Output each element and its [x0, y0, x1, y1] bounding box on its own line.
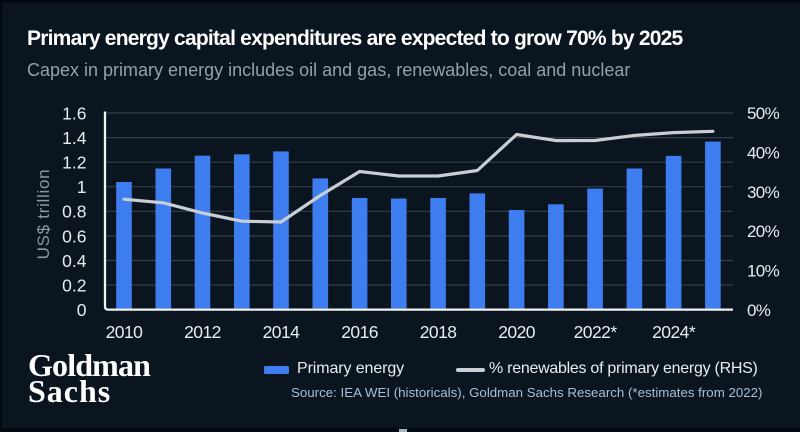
svg-text:0.8: 0.8: [62, 202, 86, 222]
svg-text:1: 1: [77, 177, 87, 197]
svg-text:2016: 2016: [341, 322, 378, 342]
svg-text:10%: 10%: [747, 262, 780, 281]
svg-text:0: 0: [77, 300, 87, 320]
svg-text:0%: 0%: [747, 301, 771, 320]
svg-text:2018: 2018: [420, 322, 457, 342]
svg-text:30%: 30%: [747, 183, 780, 202]
svg-text:2020: 2020: [498, 322, 536, 342]
svg-text:20%: 20%: [747, 222, 780, 241]
svg-text:1.2: 1.2: [62, 153, 86, 173]
svg-text:0.2: 0.2: [62, 275, 86, 295]
svg-text:2024*: 2024*: [652, 322, 696, 342]
svg-text:1.6: 1.6: [62, 103, 86, 123]
svg-text:2022*: 2022*: [574, 322, 618, 342]
svg-text:40%: 40%: [747, 144, 780, 163]
svg-text:50%: 50%: [747, 104, 780, 123]
svg-text:2010: 2010: [106, 322, 144, 342]
svg-text:0.6: 0.6: [62, 226, 86, 246]
svg-text:1.4: 1.4: [62, 128, 87, 148]
svg-text:2014: 2014: [263, 322, 301, 342]
svg-text:0.4: 0.4: [62, 251, 87, 271]
svg-text:2012: 2012: [184, 322, 221, 342]
